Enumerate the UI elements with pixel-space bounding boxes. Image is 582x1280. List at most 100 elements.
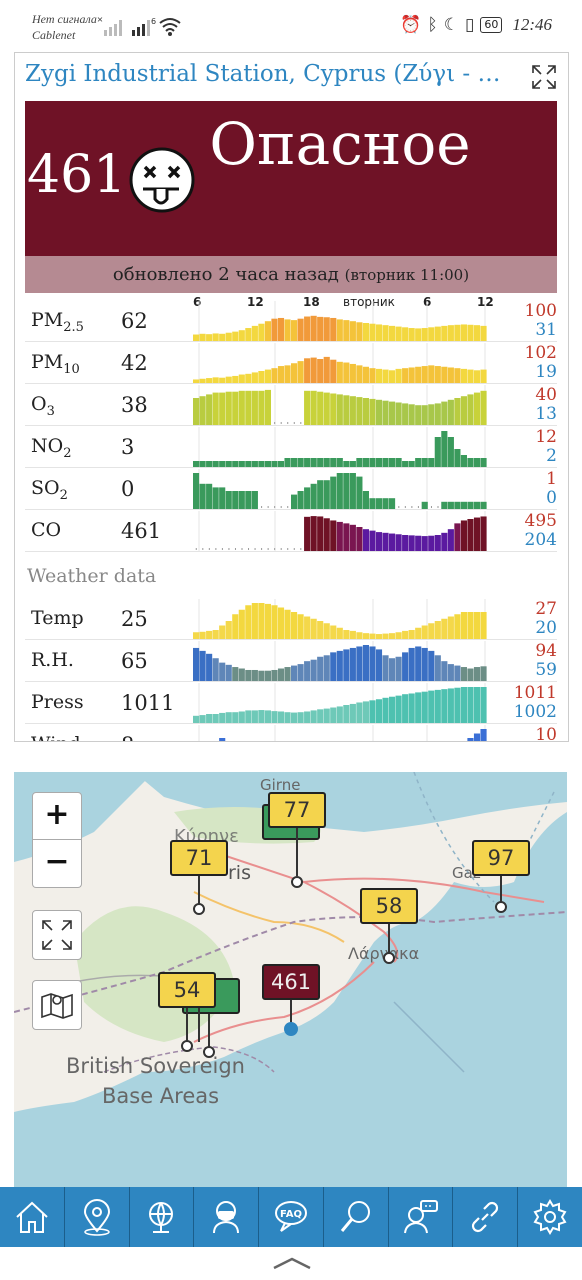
spark-bar <box>317 656 324 681</box>
spark-bar <box>291 665 298 681</box>
spark-bar <box>428 458 435 467</box>
row-o3[interactable]: O3 38 40 13 <box>25 385 557 426</box>
carrier-line1: Нет сигнала <box>32 12 97 26</box>
spark-bar <box>310 390 317 425</box>
spark-bar <box>245 710 252 723</box>
spark-bar <box>349 321 356 341</box>
spark-bar <box>362 491 369 509</box>
zoom-in-button[interactable]: + <box>32 792 82 840</box>
fullscreen-button[interactable] <box>32 910 82 960</box>
spark-bar <box>480 369 487 383</box>
spark-bar <box>395 632 402 639</box>
spark-bar <box>375 498 383 509</box>
spark-bar <box>343 649 350 681</box>
spark-bar <box>199 378 206 383</box>
spark-bar <box>258 371 265 383</box>
spark-bar <box>375 634 383 639</box>
spark-bar <box>258 461 265 467</box>
row-pm10[interactable]: PM10 42 102 19 <box>25 343 557 384</box>
spark-bar <box>362 529 369 551</box>
missing-tick <box>261 548 263 550</box>
nav-home[interactable] <box>0 1187 65 1247</box>
missing-tick <box>195 548 197 550</box>
nav-map-pin[interactable] <box>65 1187 130 1247</box>
spark-bar <box>460 324 467 341</box>
spark-bar <box>382 633 389 639</box>
nav-link[interactable] <box>453 1187 519 1247</box>
spark-bar <box>362 398 369 425</box>
map-background[interactable] <box>14 772 567 1190</box>
map-layers-button[interactable] <box>32 980 82 1030</box>
spark-bar <box>277 668 285 681</box>
nav-mask[interactable] <box>194 1187 260 1247</box>
spark-bar <box>219 333 226 341</box>
spark-bar <box>369 398 376 425</box>
spark-bar <box>441 661 448 681</box>
spark-bar <box>421 458 428 467</box>
spark-bar <box>480 458 487 467</box>
spark-bar <box>199 461 206 467</box>
spark-bar <box>193 461 200 467</box>
station-title[interactable]: Zygi Industrial Station, Cyprus (Ζύγι - … <box>25 61 515 87</box>
spark-bar <box>336 394 343 425</box>
spark-bar <box>212 487 219 509</box>
row-pm25[interactable]: PM2.5 62 100 31 <box>25 301 557 342</box>
spark-bar <box>382 325 389 341</box>
spark-bar <box>389 658 396 681</box>
spark-bar <box>349 524 356 551</box>
spark-bar <box>336 521 343 551</box>
row-no2[interactable]: NO2 3 12 2 <box>25 427 557 468</box>
spark-bar <box>356 632 363 639</box>
spark-bar <box>245 669 252 681</box>
spark-bar <box>362 701 369 723</box>
bluetooth-icon: ᛒ <box>427 15 438 35</box>
zoom-out-button[interactable]: − <box>32 840 82 888</box>
spark-bar <box>271 605 278 639</box>
spark-bar <box>480 516 487 551</box>
spark-bar <box>343 523 350 551</box>
row-max: 495 <box>524 511 557 531</box>
spark-bar <box>415 627 422 639</box>
spark-bar <box>258 323 265 341</box>
spark-bar <box>473 458 481 467</box>
missing-tick <box>248 548 250 550</box>
row-wind[interactable]: Wind 8 10 <box>25 725 557 741</box>
time-axis-label: 18 <box>303 295 320 309</box>
missing-tick <box>287 422 289 424</box>
expand-icon[interactable] <box>530 63 558 91</box>
spark-bar <box>238 491 245 509</box>
row-rh[interactable]: R.H. 65 94 59 <box>25 641 557 682</box>
spark-bar <box>330 520 337 551</box>
row-so2[interactable]: SO2 0 1 0 <box>25 469 557 510</box>
nav-globe[interactable] <box>130 1187 195 1247</box>
nav-settings[interactable] <box>518 1187 582 1247</box>
spark-bar <box>304 458 311 467</box>
spark-bar <box>238 711 245 723</box>
row-co[interactable]: CO 461 495 204 <box>25 511 557 552</box>
row-temp[interactable]: Temp 25 27 20 <box>25 599 557 640</box>
row-sparkline <box>193 427 487 467</box>
spark-bar <box>317 480 324 509</box>
spark-bar <box>460 396 467 425</box>
nav-search[interactable] <box>324 1187 389 1247</box>
spark-bar <box>473 517 481 551</box>
row-max: 12 <box>535 427 557 447</box>
spark-bar <box>310 458 317 467</box>
spark-bar <box>473 733 481 741</box>
spark-bar <box>343 473 350 509</box>
spark-bar <box>206 483 213 509</box>
spark-bar <box>454 368 461 383</box>
gesture-bar-icon[interactable] <box>271 1256 313 1270</box>
fullscreen-icon <box>42 920 72 950</box>
nav-support[interactable] <box>389 1187 454 1247</box>
map[interactable]: Girne Κύρηνε ris Gaz Λάρνακα British Sov… <box>14 772 567 1190</box>
spark-bar <box>212 658 219 681</box>
nav-faq[interactable]: FAQ <box>259 1187 324 1247</box>
row-value: 1011 <box>121 691 175 715</box>
spark-bar <box>434 437 441 467</box>
row-max: 1 <box>546 469 557 489</box>
row-press[interactable]: Press 1011 1011 1002 <box>25 683 557 724</box>
aqi-panel: 461 Опасное <box>25 101 557 256</box>
row-max: 102 <box>524 343 557 363</box>
spark-bar <box>336 627 343 639</box>
